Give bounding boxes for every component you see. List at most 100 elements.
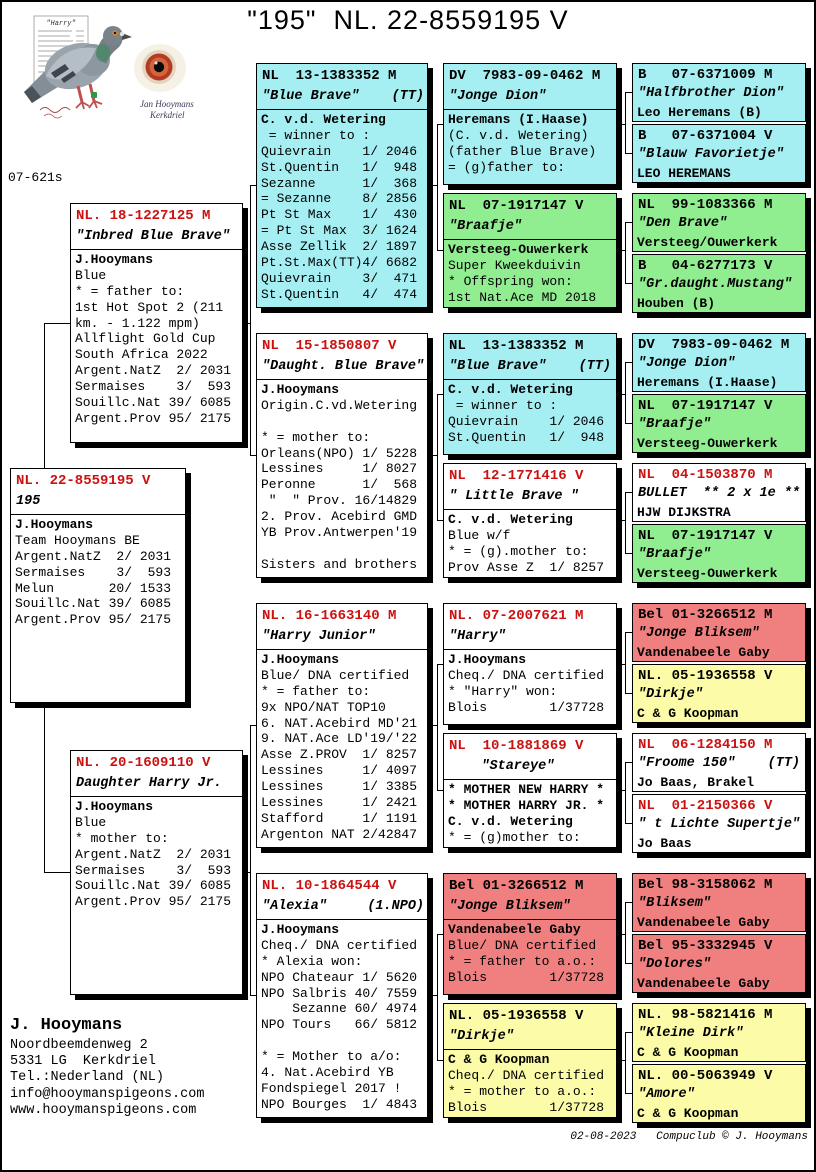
page-title: "195" NL. 22-8559195 V <box>247 5 569 35</box>
box-body: J.Hooymans Blue * mother to: Argent.NatZ 2/… <box>71 796 242 910</box>
pedigree-line: Origin.C.vd.Wetering <box>261 397 418 413</box>
box-body: Vandenabeele Gaby Blue/ DNA certified * = … <box>444 919 616 986</box>
pedigree-line: J.Hooymans <box>261 382 340 397</box>
pedigree-line: Jo Baas, Brakel <box>637 775 755 790</box>
pedigree-line: * = father to a.o.: <box>448 953 597 969</box>
pedigree-line: NPO Bourges 1/ 4843 <box>261 1096 418 1112</box>
pedigree-line: 4. Nat.Acebird YB <box>261 1065 394 1081</box>
connector-line <box>625 902 626 964</box>
connector-line <box>428 725 438 726</box>
pedigree-line: Leo Heremans (B) <box>637 105 762 120</box>
pedigree-line: Jo Baas <box>637 836 692 851</box>
box-body: Jo Baas, Brakel <box>633 775 805 791</box>
pedigree-line: Super Kweekduivin <box>448 257 581 273</box>
pedigree-box-g4_2a: NL 13-1383352 M "Blue Brave" (TT) C. v.d. … <box>443 333 617 455</box>
connector-line <box>428 455 438 456</box>
ring-id: NL. 07-2007621 M <box>449 608 584 624</box>
connector-line <box>625 283 633 284</box>
pigeon-name: "Blue Brave" (TT) <box>449 359 612 374</box>
connector-line <box>617 520 626 521</box>
pedigree-line: = Pt St Max 3/ 1624 <box>261 223 418 239</box>
contact-website: www.hooymanspigeons.com <box>10 1102 197 1118</box>
box-body: Leo Heremans (B) <box>633 105 805 121</box>
pedigree-line: Versteeg/Ouwerkerk <box>637 235 778 250</box>
pedigree-box-g5_9: Bel 01-3266512 M "Jonge Bliksem" Vandenabe… <box>632 603 806 662</box>
connector-line <box>617 664 626 665</box>
pedigree-line: Melun 20/ 1533 <box>15 580 172 596</box>
pedigree-line: Vandenabeele Gaby <box>637 915 770 930</box>
pedigree-line: 9x NPO/NAT TOP10 <box>261 699 386 715</box>
box-body: J.Hooymans Cheq./ DNA certified * Alexia w… <box>257 919 427 1113</box>
connector-line <box>437 790 444 791</box>
connector-line <box>625 222 633 223</box>
pedigree-line <box>261 541 423 557</box>
pedigree-line: Quievrain 1/ 2046 <box>261 143 418 159</box>
pedigree-line: C & G Koopman <box>448 1052 550 1067</box>
pedigree-line: Sermaises 3/ 593 <box>15 564 172 580</box>
pedigree-line: C & G Koopman <box>637 706 739 721</box>
ring-id: B 07-6371004 V <box>638 128 773 144</box>
pedigree-line: * mother to: <box>75 830 169 846</box>
contact-block: J. Hooymans Noordbeemdenweg 2 5331 LG Ke… <box>10 1014 204 1119</box>
pedigree-box-g4_4b: NL. 05-1936558 V "Dirkje" C & G Koopman Che… <box>443 1003 617 1118</box>
pedigree-box-g5_3: NL 99-1083366 M "Den Brave" Versteeg/Ouwer… <box>632 193 806 252</box>
connector-line <box>243 323 251 324</box>
pedigree-line: J.Hooymans <box>261 652 340 667</box>
pedigree-line: (father Blue Brave) <box>448 143 597 159</box>
pedigree-box-g5_10: NL. 05-1936558 V "Dirkje" C & G Koopman <box>632 664 806 723</box>
pigeon-name: "Jonge Dion" <box>449 89 547 104</box>
pedigree-line: Quievrain 3/ 471 <box>261 270 418 286</box>
pedigree-line: Cheq./ DNA certified <box>261 937 418 953</box>
pigeon-name: BULLET ** 2 x 1e ** <box>638 486 801 501</box>
pedigree-box-g5_14: Bel 95-3332945 V "Dolores" Vandenabeele Ga… <box>632 934 806 993</box>
pedigree-box-g5_15: NL. 98-5821416 M "Kleine Dirk" C & G Koopm… <box>632 1003 806 1062</box>
pedigree-box-subject: NL. 22-8559195 V 195 J.Hooymans Team Hooyma… <box>10 468 186 703</box>
connector-line <box>625 632 626 694</box>
box-body: J.Hooymans Cheq./ DNA certified * "Harry" … <box>444 649 616 716</box>
connector-line <box>625 693 633 694</box>
pedigree-line: Sezanne 60/ 4974 <box>261 1001 418 1017</box>
pedigree-line: Blois 1/37728 <box>448 699 605 715</box>
pedigree-line: Houben (B) <box>637 296 716 311</box>
connector-line <box>625 963 633 964</box>
pedigree-line: J.Hooymans <box>75 252 154 267</box>
pedigree-box-g5_2: B 07-6371004 V "Blauw Favorietje" LEO HERE… <box>632 124 806 183</box>
pedigree-line: Argent.NatZ 2/ 2031 <box>15 548 172 564</box>
pigeon-name: "Inbred Blue Brave" <box>76 229 230 244</box>
pigeon-name: "Froome 150" (TT) <box>638 756 801 771</box>
pedigree-line: Lessines 1/ 4097 <box>261 763 418 779</box>
pigeon-name: 195 <box>16 494 41 509</box>
pedigree-line: * MOTHER HARRY JR. * <box>448 797 605 813</box>
pedigree-line: Versteeg-Ouwerkerk <box>448 242 589 257</box>
pigeon-name: "Gr.daught.Mustang" <box>638 277 792 292</box>
connector-line <box>250 725 257 726</box>
connector-line <box>44 323 45 469</box>
pedigree-box-g3_3: NL. 16-1663140 M "Harry Junior" J.Hooymans… <box>256 603 428 848</box>
pedigree-box-g5_5: DV 7983-09-0462 M "Jonge Dion" Heremans (I… <box>632 333 806 392</box>
photo-caption-name: Jan Hooymans <box>140 99 194 109</box>
pedigree-line: South Africa 2022 <box>75 347 208 363</box>
box-body: C & G Koopman Cheq./ DNA certified * = mot… <box>444 1049 616 1116</box>
box-body: C & G Koopman <box>633 706 805 722</box>
pedigree-line: Pt St Max 1/ 430 <box>261 207 418 223</box>
pedigree-line: St.Quentin 1/ 948 <box>261 159 418 175</box>
pedigree-line: * = father to: <box>75 283 185 299</box>
pedigree-line: Argent.Prov 95/ 2175 <box>75 410 232 426</box>
box-body: J.Hooymans Blue * = father to: 1st Hot Spot… <box>71 249 242 427</box>
pedigree-line: km. - 1.122 mpm) <box>75 315 200 331</box>
pedigree-line: Prov Asse Z 1/ 8257 <box>448 559 605 575</box>
pedigree-line: C & G Koopman <box>637 1106 739 1121</box>
box-body: J.Hooymans Team Hooymans BE Argent.NatZ 2/… <box>11 514 185 628</box>
pedigree-line: J.Hooymans <box>75 799 154 814</box>
pedigree-line: YB Prov.Antwerpen'19 <box>261 525 418 541</box>
pedigree-line: J.Hooymans <box>261 922 340 937</box>
connector-line <box>250 455 257 456</box>
contact-phone-line: Tel.:Nederland (NL) <box>10 1070 164 1086</box>
box-body: Versteeg-Ouwerkerk <box>633 436 805 452</box>
pedigree-line: J.Hooymans <box>448 652 527 667</box>
pigeon-name: "Blue Brave" (TT) <box>262 89 425 104</box>
connector-line <box>617 934 626 935</box>
pedigree-line: Blois 1/37728 <box>448 1099 605 1115</box>
pedigree-box-father: NL. 18-1227125 M "Inbred Blue Brave" J.Hoo… <box>70 203 243 443</box>
pedigree-line: Sezanne 1/ 368 <box>261 175 418 191</box>
